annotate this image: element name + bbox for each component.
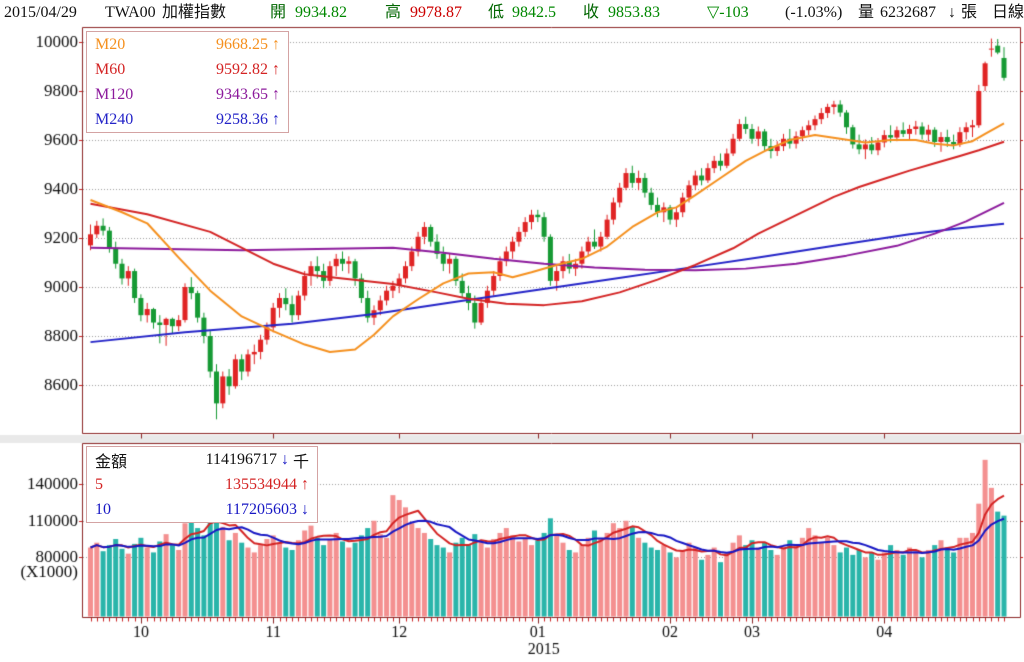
m60-value: 9592.82 (216, 60, 268, 78)
m20-label: M20 (95, 35, 126, 53)
m240-value: 9258.36 (216, 110, 268, 128)
m240-label: M240 (95, 110, 134, 128)
volume-legend: 金額 114196717 ↓ 千 5 135534944 ↑ 10 117205… (86, 446, 318, 523)
volume-label: 量 (858, 4, 875, 21)
legend-row-m120: M120 9343.65 ↑ (87, 82, 288, 107)
legend-row-m60: M60 9592.82 ↑ (87, 57, 288, 82)
vol-ma10-label: 10 (95, 500, 111, 518)
volume-value: 6232687 (880, 4, 936, 21)
low-label: 低 (488, 4, 505, 21)
price-ma-legend: M20 9668.25 ↑ M60 9592.82 ↑ M120 9343.65… (86, 31, 289, 133)
high-value: 9978.87 (410, 4, 462, 21)
symbol-label: TWA00 (105, 4, 156, 21)
m120-label: M120 (95, 85, 134, 103)
m60-label: M60 (95, 60, 126, 78)
vol-ma5-up-arrow-icon: ↑ (301, 475, 309, 493)
legend-row-m20: M20 9668.25 ↑ (87, 32, 288, 57)
change-pct-value: (-1.03%) (785, 4, 843, 21)
legend-row-ma10: 10 117205603 ↓ (87, 497, 317, 522)
amount-label: 金額 (95, 453, 128, 471)
change-value: ▽-103 (707, 4, 749, 21)
close-value: 9853.83 (608, 4, 660, 21)
m20-up-arrow-icon: ↑ (272, 35, 280, 53)
volume-down-arrow-icon: ↓ (948, 4, 956, 21)
m120-value: 9343.65 (216, 85, 268, 103)
low-value: 9842.5 (512, 4, 556, 21)
open-value: 9934.82 (295, 4, 347, 21)
vol-ma10-value: 117205603 (225, 500, 297, 518)
m60-up-arrow-icon: ↑ (272, 60, 280, 78)
vol-ma5-value: 135534944 (225, 475, 297, 493)
high-label: 高 (385, 4, 402, 21)
legend-row-m240: M240 9258.36 ↑ (87, 107, 288, 132)
amount-value: 114196717 (205, 450, 277, 468)
volume-unit-label: 張 (961, 4, 978, 21)
period-selector[interactable]: 日線 (992, 4, 1024, 21)
legend-row-ma5: 5 135534944 ↑ (87, 472, 317, 497)
date-label: 2015/04/29 (4, 4, 77, 21)
amount-down-arrow-icon: ↓ (280, 450, 289, 468)
open-label: 開 (270, 4, 287, 21)
m120-up-arrow-icon: ↑ (272, 85, 280, 103)
amount-unit-label: 千 (292, 453, 309, 471)
vol-ma10-down-arrow-icon: ↓ (301, 500, 309, 518)
m240-up-arrow-icon: ↑ (272, 110, 280, 128)
index-name-label: 加權指數 (162, 4, 227, 21)
legend-row-amount: 金額 114196717 ↓ 千 (87, 447, 317, 472)
vol-ma5-label: 5 (95, 475, 103, 493)
m20-value: 9668.25 (216, 35, 268, 53)
close-label: 收 (583, 4, 600, 21)
